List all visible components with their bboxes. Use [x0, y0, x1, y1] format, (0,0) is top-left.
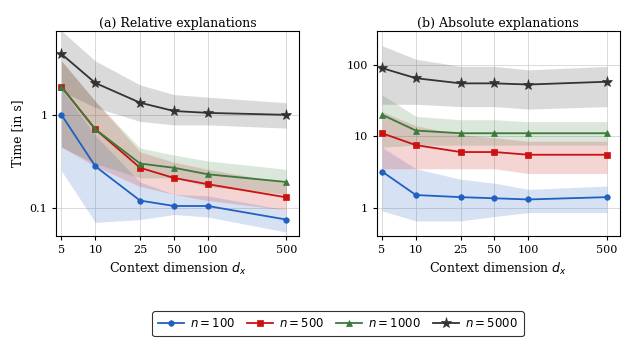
- X-axis label: Context dimension $d_x$: Context dimension $d_x$: [109, 261, 247, 277]
- X-axis label: Context dimension $d_x$: Context dimension $d_x$: [429, 261, 567, 277]
- Title: (b) Absolute explanations: (b) Absolute explanations: [418, 17, 579, 30]
- Legend: $n = 100$, $n = 500$, $n = 1000$, $n = 5000$: $n = 100$, $n = 500$, $n = 1000$, $n = 5…: [152, 311, 524, 336]
- Y-axis label: Time [in s]: Time [in s]: [11, 100, 24, 167]
- Title: (a) Relative explanations: (a) Relative explanations: [99, 17, 257, 30]
